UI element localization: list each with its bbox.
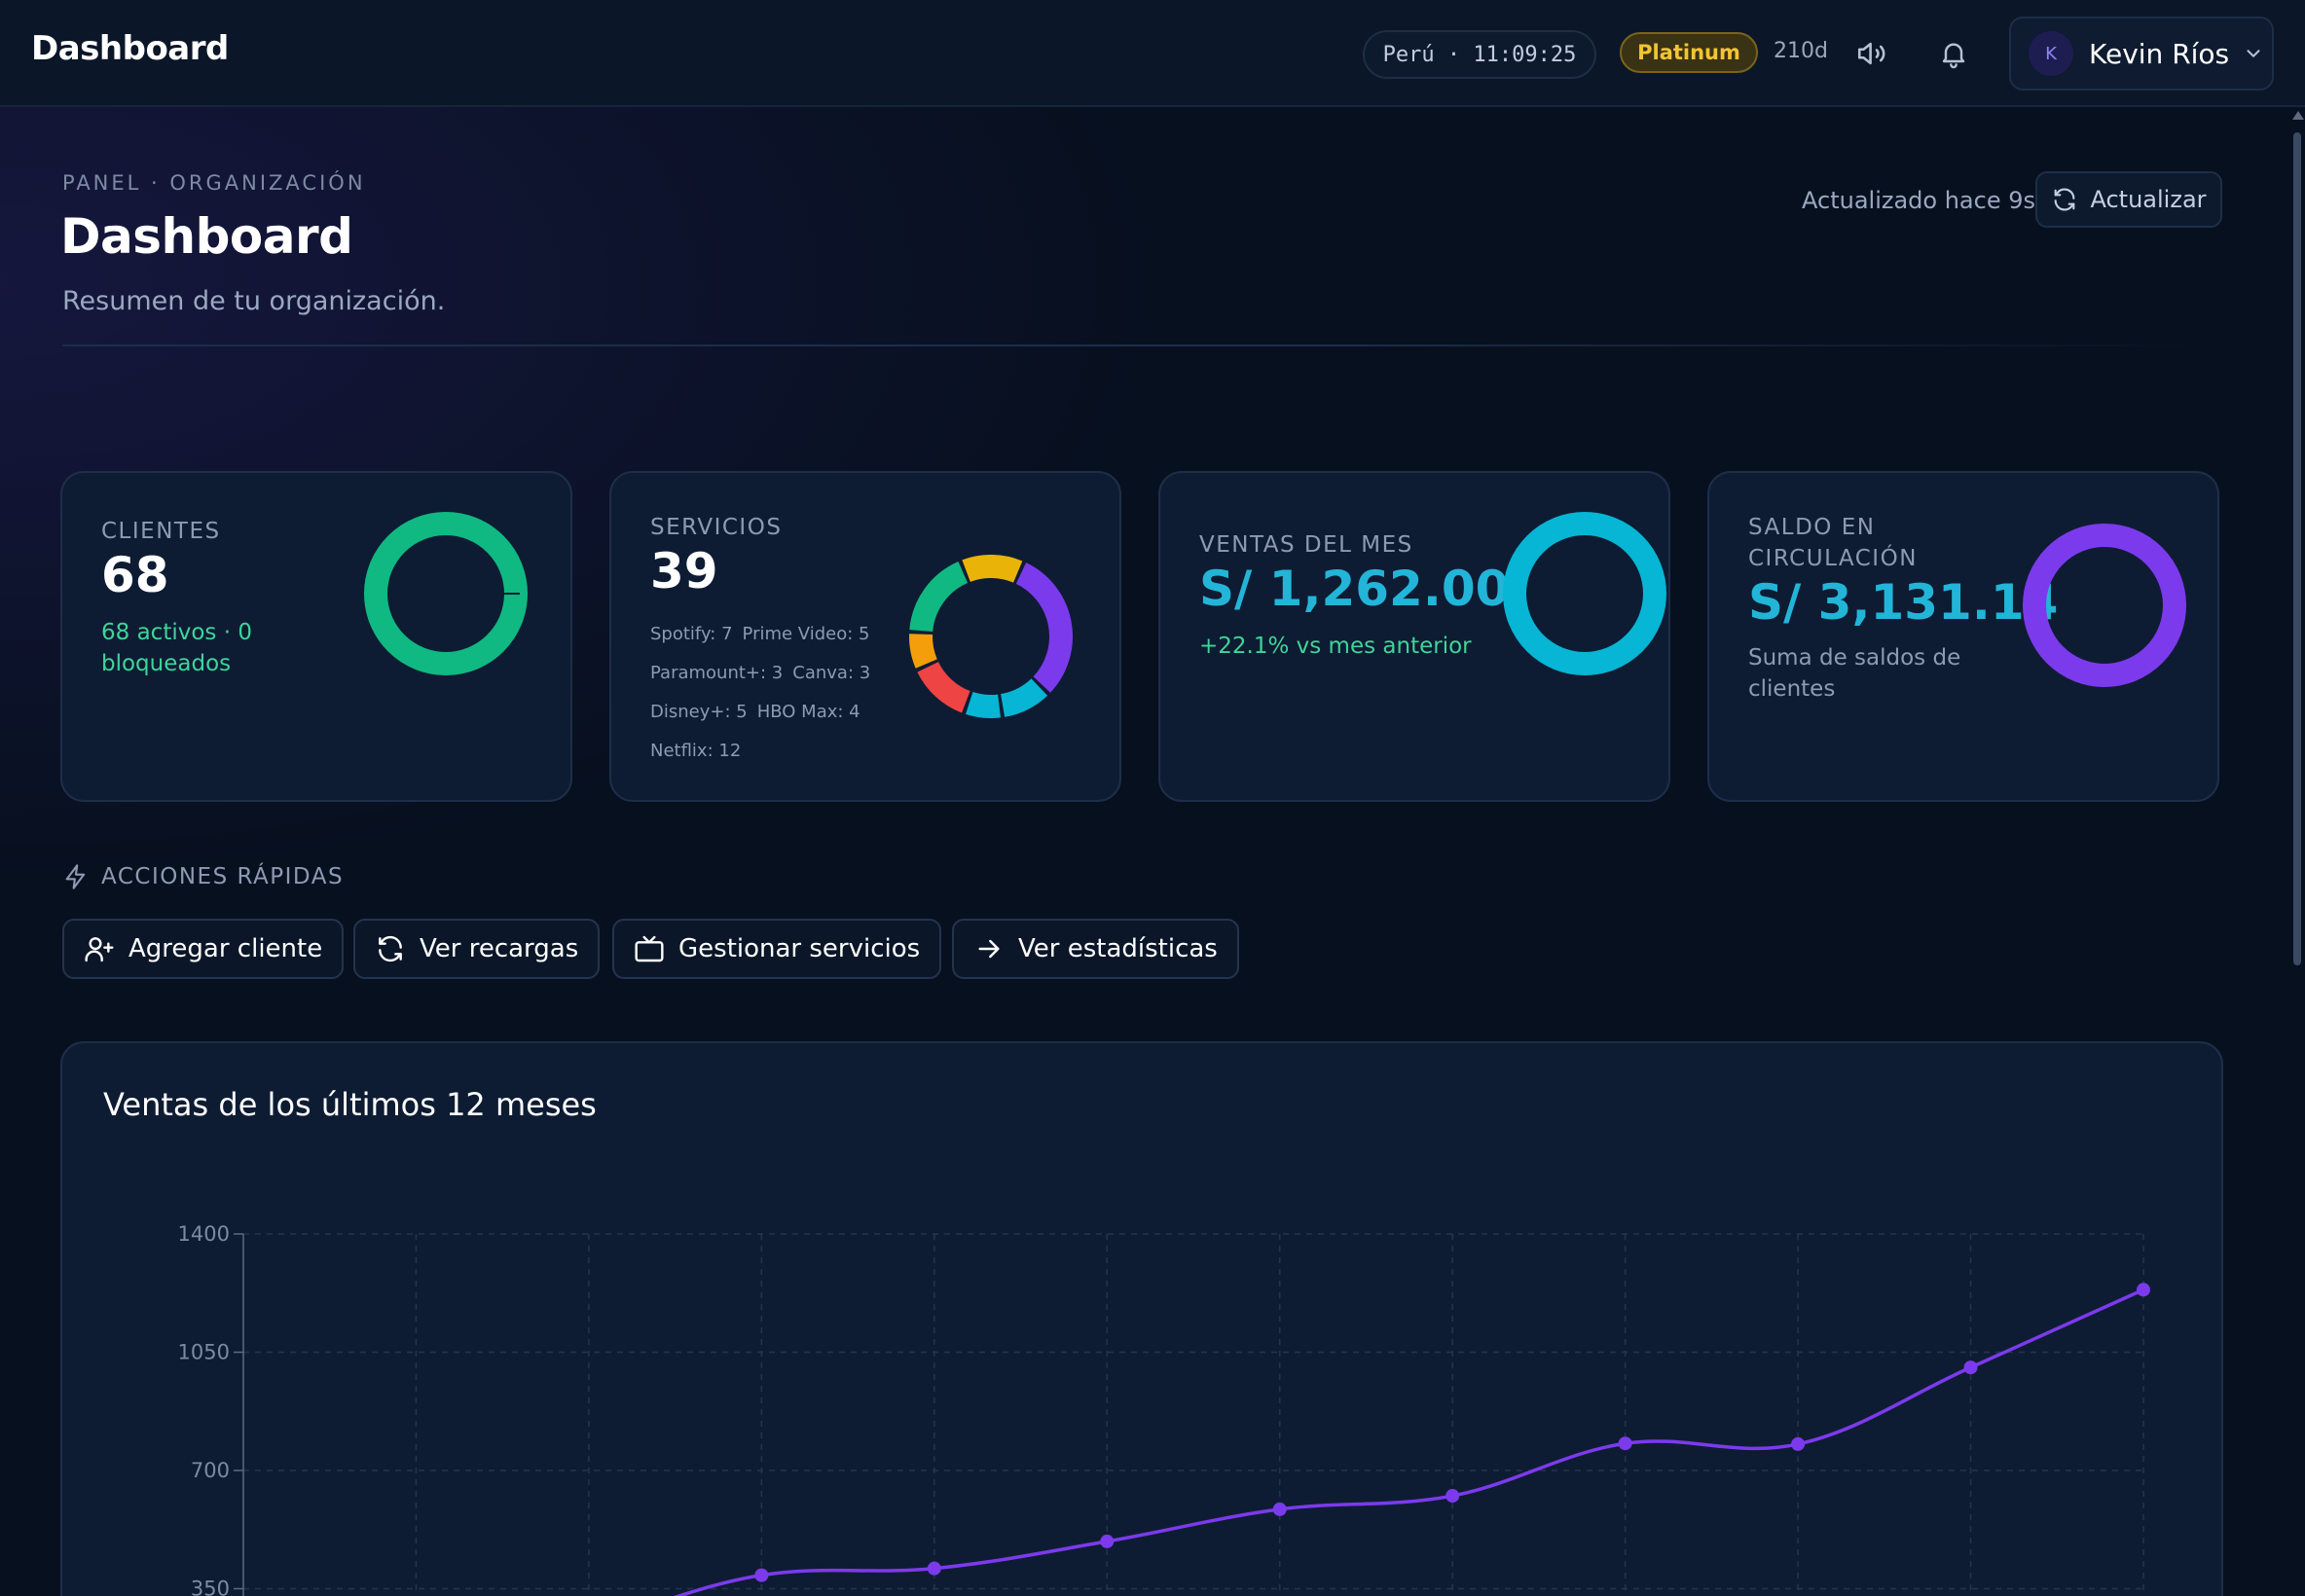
y-tick-label: 1050 [178, 1341, 230, 1364]
legend-prime-video: Prime Video: 5 [742, 624, 870, 644]
donut-slice-prime-video [962, 555, 1023, 583]
lightning-icon [65, 864, 86, 889]
clients-ring-chart [364, 512, 528, 675]
sales-data-point[interactable] [1618, 1436, 1632, 1451]
clock-display: Perú · 11:09:25 [1363, 30, 1596, 79]
last-updated-text: Actualizado hace 9s [1802, 187, 2035, 214]
top-bar: Dashboard Perú · 11:09:25 Platinum 210d … [0, 0, 2305, 107]
donut-slice-spotify [909, 561, 969, 633]
scrollbar-thumb[interactable] [2293, 132, 2301, 965]
y-tick-label: 350 [191, 1578, 230, 1596]
balance-ring-chart [2023, 524, 2186, 687]
sales-data-point[interactable] [1100, 1534, 1115, 1548]
sales-data-point[interactable] [1272, 1502, 1287, 1516]
sales-chart-card: Ventas de los últimos 12 meses 350 700 105… [60, 1041, 2223, 1596]
user-menu-button[interactable]: K Kevin Ríos [2009, 17, 2274, 91]
clients-note-line1: 68 activos · 0 [101, 620, 252, 645]
legend-netflix: Netflix: 12 [650, 741, 742, 761]
donut-slice-canva [966, 691, 1001, 718]
balance-ring [2023, 524, 2186, 687]
tv-icon [635, 935, 664, 962]
quick-actions-title: ACCIONES RÁPIDAS [62, 863, 344, 890]
services-card: SERVICIOS 39 Spotify: 7 Prime Video: 5 Pa… [609, 471, 1121, 802]
legend-spotify: Spotify: 7 [650, 624, 733, 644]
services-count: 39 [650, 543, 718, 599]
chevron-down-icon [2247, 50, 2260, 57]
sales-data-point[interactable] [2137, 1283, 2150, 1297]
sales-growth-note: +22.1% vs mes anterior [1199, 634, 1472, 659]
plan-badge: Platinum [1620, 32, 1758, 73]
view-recharges-button[interactable]: Ver recargas [353, 919, 601, 979]
app-title: Dashboard [31, 29, 229, 68]
clients-card: CLIENTES 68 68 activos · 0 bloqueados [60, 471, 572, 802]
add-client-button[interactable]: Agregar cliente [62, 919, 345, 979]
balance-note-line1: Suma de saldos de [1748, 645, 1961, 671]
clients-note: 68 activos · 0 bloqueados [101, 617, 252, 679]
manage-services-button[interactable]: Gestionar servicios [612, 919, 942, 979]
refresh-button-label: Actualizar [2090, 186, 2207, 213]
view-recharges-label: Ver recargas [420, 934, 579, 963]
balance-card: SALDO EN CIRCULACIÓN S/ 3,131.14 Suma de… [1707, 471, 2219, 802]
sales-data-point[interactable] [1445, 1489, 1460, 1504]
services-legend: Spotify: 7 Prime Video: 5 Paramount+: 3 Ca… [650, 615, 894, 771]
donut-slice-netflix [1015, 562, 1073, 693]
refresh-icon [379, 935, 402, 962]
y-tick-label: 700 [191, 1459, 230, 1482]
view-statistics-button[interactable]: Ver estadísticas [952, 919, 1239, 979]
sales-ring-chart [1503, 512, 1666, 675]
clients-label: CLIENTES [101, 519, 221, 544]
notifications-button[interactable] [1931, 31, 1976, 76]
balance-label-line1: SALDO EN [1748, 515, 1876, 540]
quick-actions-label: ACCIONES RÁPIDAS [101, 864, 345, 889]
user-name: Kevin Ríos [2089, 37, 2230, 70]
avatar: K [2029, 31, 2073, 76]
page-subtitle: Resumen de tu organización. [62, 286, 446, 316]
sales-ring [1503, 512, 1666, 675]
manage-services-label: Gestionar servicios [678, 934, 921, 963]
balance-label: SALDO EN CIRCULACIÓN [1748, 512, 1918, 574]
balance-label-line2: CIRCULACIÓN [1748, 546, 1918, 571]
user-plus-icon [85, 937, 114, 962]
sales-label: VENTAS DEL MES [1199, 532, 1413, 558]
sales-data-point[interactable] [754, 1568, 769, 1582]
days-left: 210d [1774, 39, 1828, 63]
header-divider [62, 345, 2223, 346]
sales-data-point[interactable] [1963, 1360, 1978, 1375]
legend-canva: Canva: 3 [792, 663, 871, 683]
services-label: SERVICIOS [650, 515, 783, 540]
sales-value: S/ 1,262.00 [1199, 561, 1510, 617]
refresh-button[interactable]: Actualizar [2035, 171, 2222, 228]
clients-count: 68 [101, 547, 169, 603]
services-donut-chart [909, 555, 1073, 718]
view-statistics-label: Ver estadísticas [1018, 934, 1218, 963]
page-title: Dashboard [60, 208, 353, 265]
balance-note: Suma de saldos de clientes [1748, 642, 1960, 705]
sales-data-point[interactable] [1791, 1436, 1806, 1451]
sales-data-point[interactable] [927, 1561, 941, 1576]
clients-note-line2: bloqueados [101, 651, 232, 676]
donut-slice-paramount- [909, 634, 937, 669]
breadcrumb: PANEL · ORGANIZACIÓN [62, 171, 366, 195]
refresh-icon [2055, 188, 2075, 211]
sales-card: VENTAS DEL MES S/ 1,262.00 +22.1% vs mes… [1158, 471, 1670, 802]
scroll-up-arrow[interactable] [2292, 111, 2304, 120]
legend-hbo-max: HBO Max: 4 [756, 702, 860, 722]
balance-value: S/ 3,131.14 [1748, 574, 2059, 631]
volume-icon [1857, 42, 1885, 65]
donut-slice-disney- [917, 661, 971, 713]
sound-button[interactable] [1849, 31, 1894, 76]
legend-paramount: Paramount+: 3 [650, 663, 784, 683]
clients-ring [364, 512, 528, 675]
add-client-label: Agregar cliente [128, 934, 323, 963]
donut-slice-hbo-max [1000, 678, 1048, 717]
balance-note-line2: clientes [1748, 676, 1836, 702]
bell-icon [1942, 43, 1965, 69]
arrow-right-icon [978, 939, 1000, 959]
y-tick-label: 1400 [178, 1222, 230, 1246]
legend-disney: Disney+: 5 [650, 702, 748, 722]
sales-line-chart: 350 700 1050 1400 [178, 1222, 2150, 1596]
chart-title: Ventas de los últimos 12 meses [103, 1086, 597, 1123]
